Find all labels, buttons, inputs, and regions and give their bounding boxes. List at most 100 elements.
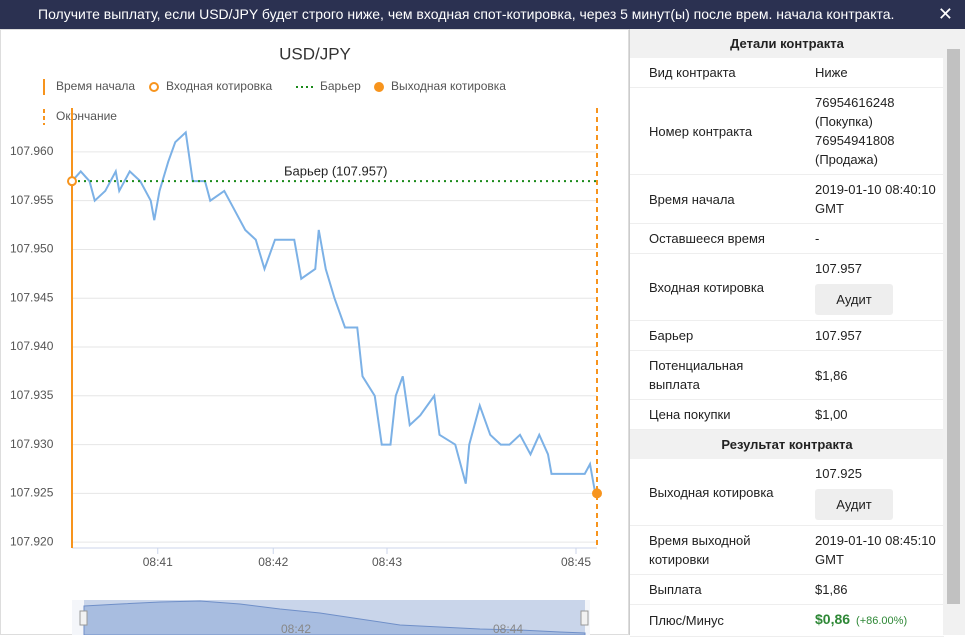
section-title: Детали контракта <box>630 29 944 58</box>
legend-label: Входная котировка <box>166 79 273 93</box>
detail-value: 107.957 Аудит <box>815 259 893 315</box>
value-line: $1,86 <box>815 367 848 383</box>
value-line: 107.957 <box>815 261 862 276</box>
label-line: Время начала <box>649 191 735 207</box>
label-line: Барьер <box>649 328 694 343</box>
value-line: $1,86 <box>815 582 848 597</box>
y-tick-label: 107.960 <box>10 144 54 158</box>
header-text: Получите выплату, если USD/JPY будет стр… <box>38 6 895 22</box>
profit-percent: (+86.00%) <box>856 615 908 627</box>
navigator-area <box>83 600 586 635</box>
y-tick-label: 107.925 <box>10 486 54 500</box>
detail-row: Выплата $1,86 <box>630 575 944 605</box>
detail-label: Оставшееся время <box>630 229 815 248</box>
detail-value: 76954616248 (Покупка) 76954941808 (Продажа) <box>815 93 895 169</box>
legend-label: Окончание <box>56 109 117 123</box>
detail-row: Вид контракта Ниже <box>630 58 944 88</box>
label-line: котировки <box>649 552 710 567</box>
detail-value: $1,86 <box>815 366 848 385</box>
legend-label: Выходная котировка <box>391 79 506 93</box>
chart: USD/JPY 08:42 08:44 Время начала Входная … <box>0 29 629 635</box>
value-line: Ниже <box>815 65 848 80</box>
detail-value: $0,86 (+86.00%) <box>815 610 907 631</box>
contract-panel: Детали контракта Вид контракта Ниже Номер к… <box>629 29 944 637</box>
detail-row: Барьер 107.957 <box>630 321 944 351</box>
barrier-label: Барьер (107.957) <box>284 164 388 179</box>
detail-row: Входная котировка 107.957 Аудит <box>630 254 944 321</box>
detail-row: Оставшееся время - <box>630 224 944 254</box>
label-line: Время выходной <box>649 533 751 548</box>
value-line: $1,00 <box>815 407 848 422</box>
detail-label: Плюс/Минус <box>630 611 815 630</box>
scrollbar-thumb[interactable] <box>947 49 960 604</box>
detail-value: $1,86 <box>815 580 848 599</box>
close-button[interactable]: ✕ <box>937 4 953 24</box>
audit-button[interactable]: Аудит <box>815 489 893 520</box>
label-line: Вид контракта <box>649 65 736 80</box>
navigator-handle[interactable] <box>580 610 589 626</box>
navigator: 08:42 08:44 <box>72 600 590 635</box>
detail-value: 107.957 <box>815 326 862 345</box>
value-line: 107.957 <box>815 328 862 343</box>
x-tick-label: 08:43 <box>372 555 402 569</box>
detail-row: Номер контракта 76954616248 (Покупка) 76954… <box>630 88 944 175</box>
label-line: Цена покупки <box>649 407 731 422</box>
detail-value: 2019-01-10 08:40:10 GMT <box>815 180 936 218</box>
x-tick-label: 08:42 <box>258 555 288 569</box>
label-line: Номер контракта <box>649 123 753 139</box>
label-line: Входная котировка <box>649 279 765 295</box>
detail-label: Время выходной котировки <box>630 531 815 569</box>
navigator-label: 08:44 <box>493 622 523 635</box>
y-tick-label: 107.940 <box>10 339 54 353</box>
y-tick-label: 107.935 <box>10 388 54 402</box>
detail-row: Плюс/Минус $0,86 (+86.00%) <box>630 605 944 637</box>
label-line: выплата <box>649 377 700 392</box>
detail-label: Время начала <box>630 190 815 209</box>
value-line: (Покупка) <box>815 114 873 129</box>
detail-row: Цена покупки $1,00 <box>630 400 944 430</box>
label-line: Выходная котировка <box>649 484 774 500</box>
profit-value: $0,86 <box>815 611 851 627</box>
label-line: Оставшееся время <box>649 231 765 246</box>
value-line: 2019-01-10 08:40:10 <box>815 182 936 197</box>
detail-label: Цена покупки <box>630 405 815 424</box>
value-line: 107.925 <box>815 466 862 481</box>
header: Получите выплату, если USD/JPY будет стр… <box>0 0 965 29</box>
y-tick-label: 107.945 <box>10 290 54 304</box>
detail-value: Ниже <box>815 63 848 82</box>
detail-label: Потенциальная выплата <box>630 356 815 394</box>
y-tick-label: 107.950 <box>10 242 54 256</box>
detail-label: Выплата <box>630 580 815 599</box>
y-tick-label: 107.920 <box>10 534 54 548</box>
chart-title: USD/JPY <box>279 44 351 63</box>
value-line: GMT <box>815 201 844 216</box>
legend-symbol <box>149 82 159 92</box>
legend-label: Время начала <box>56 79 135 93</box>
detail-value: 2019-01-10 08:45:10 GMT <box>815 531 936 569</box>
y-tick-label: 107.955 <box>10 193 54 207</box>
detail-label: Вид контракта <box>630 63 815 82</box>
detail-row: Время выходной котировки 2019-01-10 08:45:… <box>630 526 944 575</box>
detail-label: Входная котировка <box>630 278 815 297</box>
value-line: 2019-01-10 08:45:10 <box>815 533 936 548</box>
entry-spot <box>67 176 77 187</box>
detail-label: Номер контракта <box>630 122 815 141</box>
scrollbar[interactable] <box>943 29 965 635</box>
audit-button[interactable]: Аудит <box>815 284 893 315</box>
detail-row: Потенциальная выплата $1,86 <box>630 351 944 400</box>
legend-symbol <box>374 82 384 92</box>
value-line: GMT <box>815 552 844 567</box>
detail-value: - <box>815 229 819 248</box>
navigator-label: 08:42 <box>281 622 311 635</box>
value-line: $0,86 (+86.00%) <box>815 610 907 631</box>
x-tick-label: 08:41 <box>143 555 173 569</box>
navigator-handle[interactable] <box>79 610 88 626</box>
detail-label: Барьер <box>630 326 815 345</box>
price-line <box>71 130 597 494</box>
value-line: 76954616248 <box>815 95 895 110</box>
detail-row: Выходная котировка 107.925 Аудит <box>630 459 944 526</box>
detail-value: 107.925 Аудит <box>815 464 893 520</box>
legend-label: Барьер <box>320 79 361 93</box>
chart-frame <box>0 29 629 635</box>
